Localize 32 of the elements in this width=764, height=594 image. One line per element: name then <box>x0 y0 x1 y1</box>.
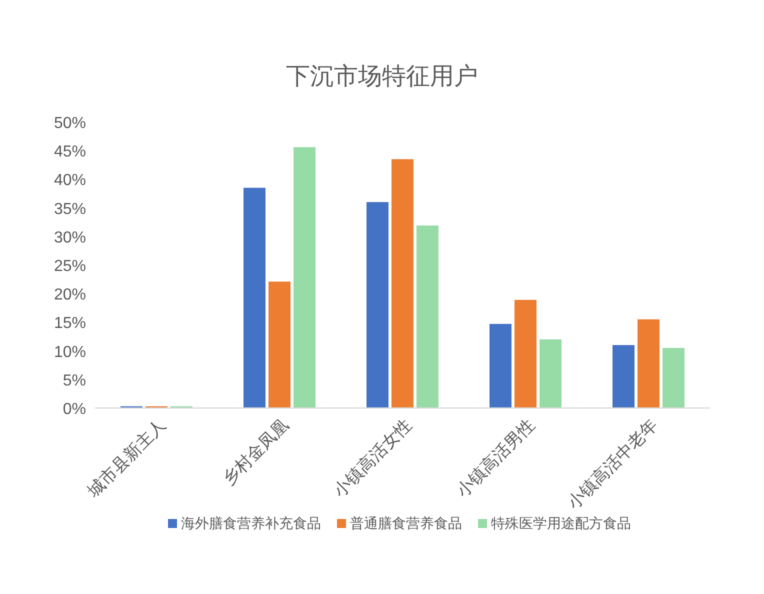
y-tick-label: 30% <box>54 229 86 246</box>
x-tick-label: 小镇高活女性 <box>330 415 416 501</box>
bar <box>392 159 414 408</box>
x-tick-label: 小镇高活男性 <box>452 415 538 501</box>
y-tick-label: 35% <box>54 200 86 218</box>
bar <box>244 188 266 408</box>
legend-label: 普通膳食营养食品 <box>350 515 462 531</box>
bar <box>268 282 290 408</box>
bar <box>638 319 660 408</box>
bar <box>490 324 512 408</box>
bar <box>366 202 388 408</box>
y-tick-label: 15% <box>54 315 86 332</box>
y-tick-label: 40% <box>54 172 86 190</box>
y-tick-label: 50% <box>54 115 86 132</box>
x-tick-label: 乡村金凤凰 <box>218 415 292 489</box>
bar <box>294 147 316 408</box>
y-tick-label: 10% <box>54 344 86 361</box>
x-tick-label: 小镇高活中老年 <box>564 415 662 513</box>
y-tick-label: 25% <box>54 258 86 275</box>
y-tick-label: 0% <box>62 401 86 418</box>
y-tick-label: 45% <box>54 144 86 161</box>
bar <box>662 348 684 408</box>
chart-title: 下沉市场特征用户 <box>286 63 478 90</box>
legend-label: 海外膳食营养补充食品 <box>181 515 321 531</box>
bar <box>612 345 634 408</box>
bar <box>540 339 562 408</box>
legend-label: 特殊医学用途配方食品 <box>491 515 631 531</box>
bar <box>514 300 536 408</box>
x-tick-label: 城市县新主人 <box>83 415 170 502</box>
y-tick-label: 20% <box>54 286 86 304</box>
y-tick-label: 5% <box>62 372 86 390</box>
bar <box>416 226 438 408</box>
